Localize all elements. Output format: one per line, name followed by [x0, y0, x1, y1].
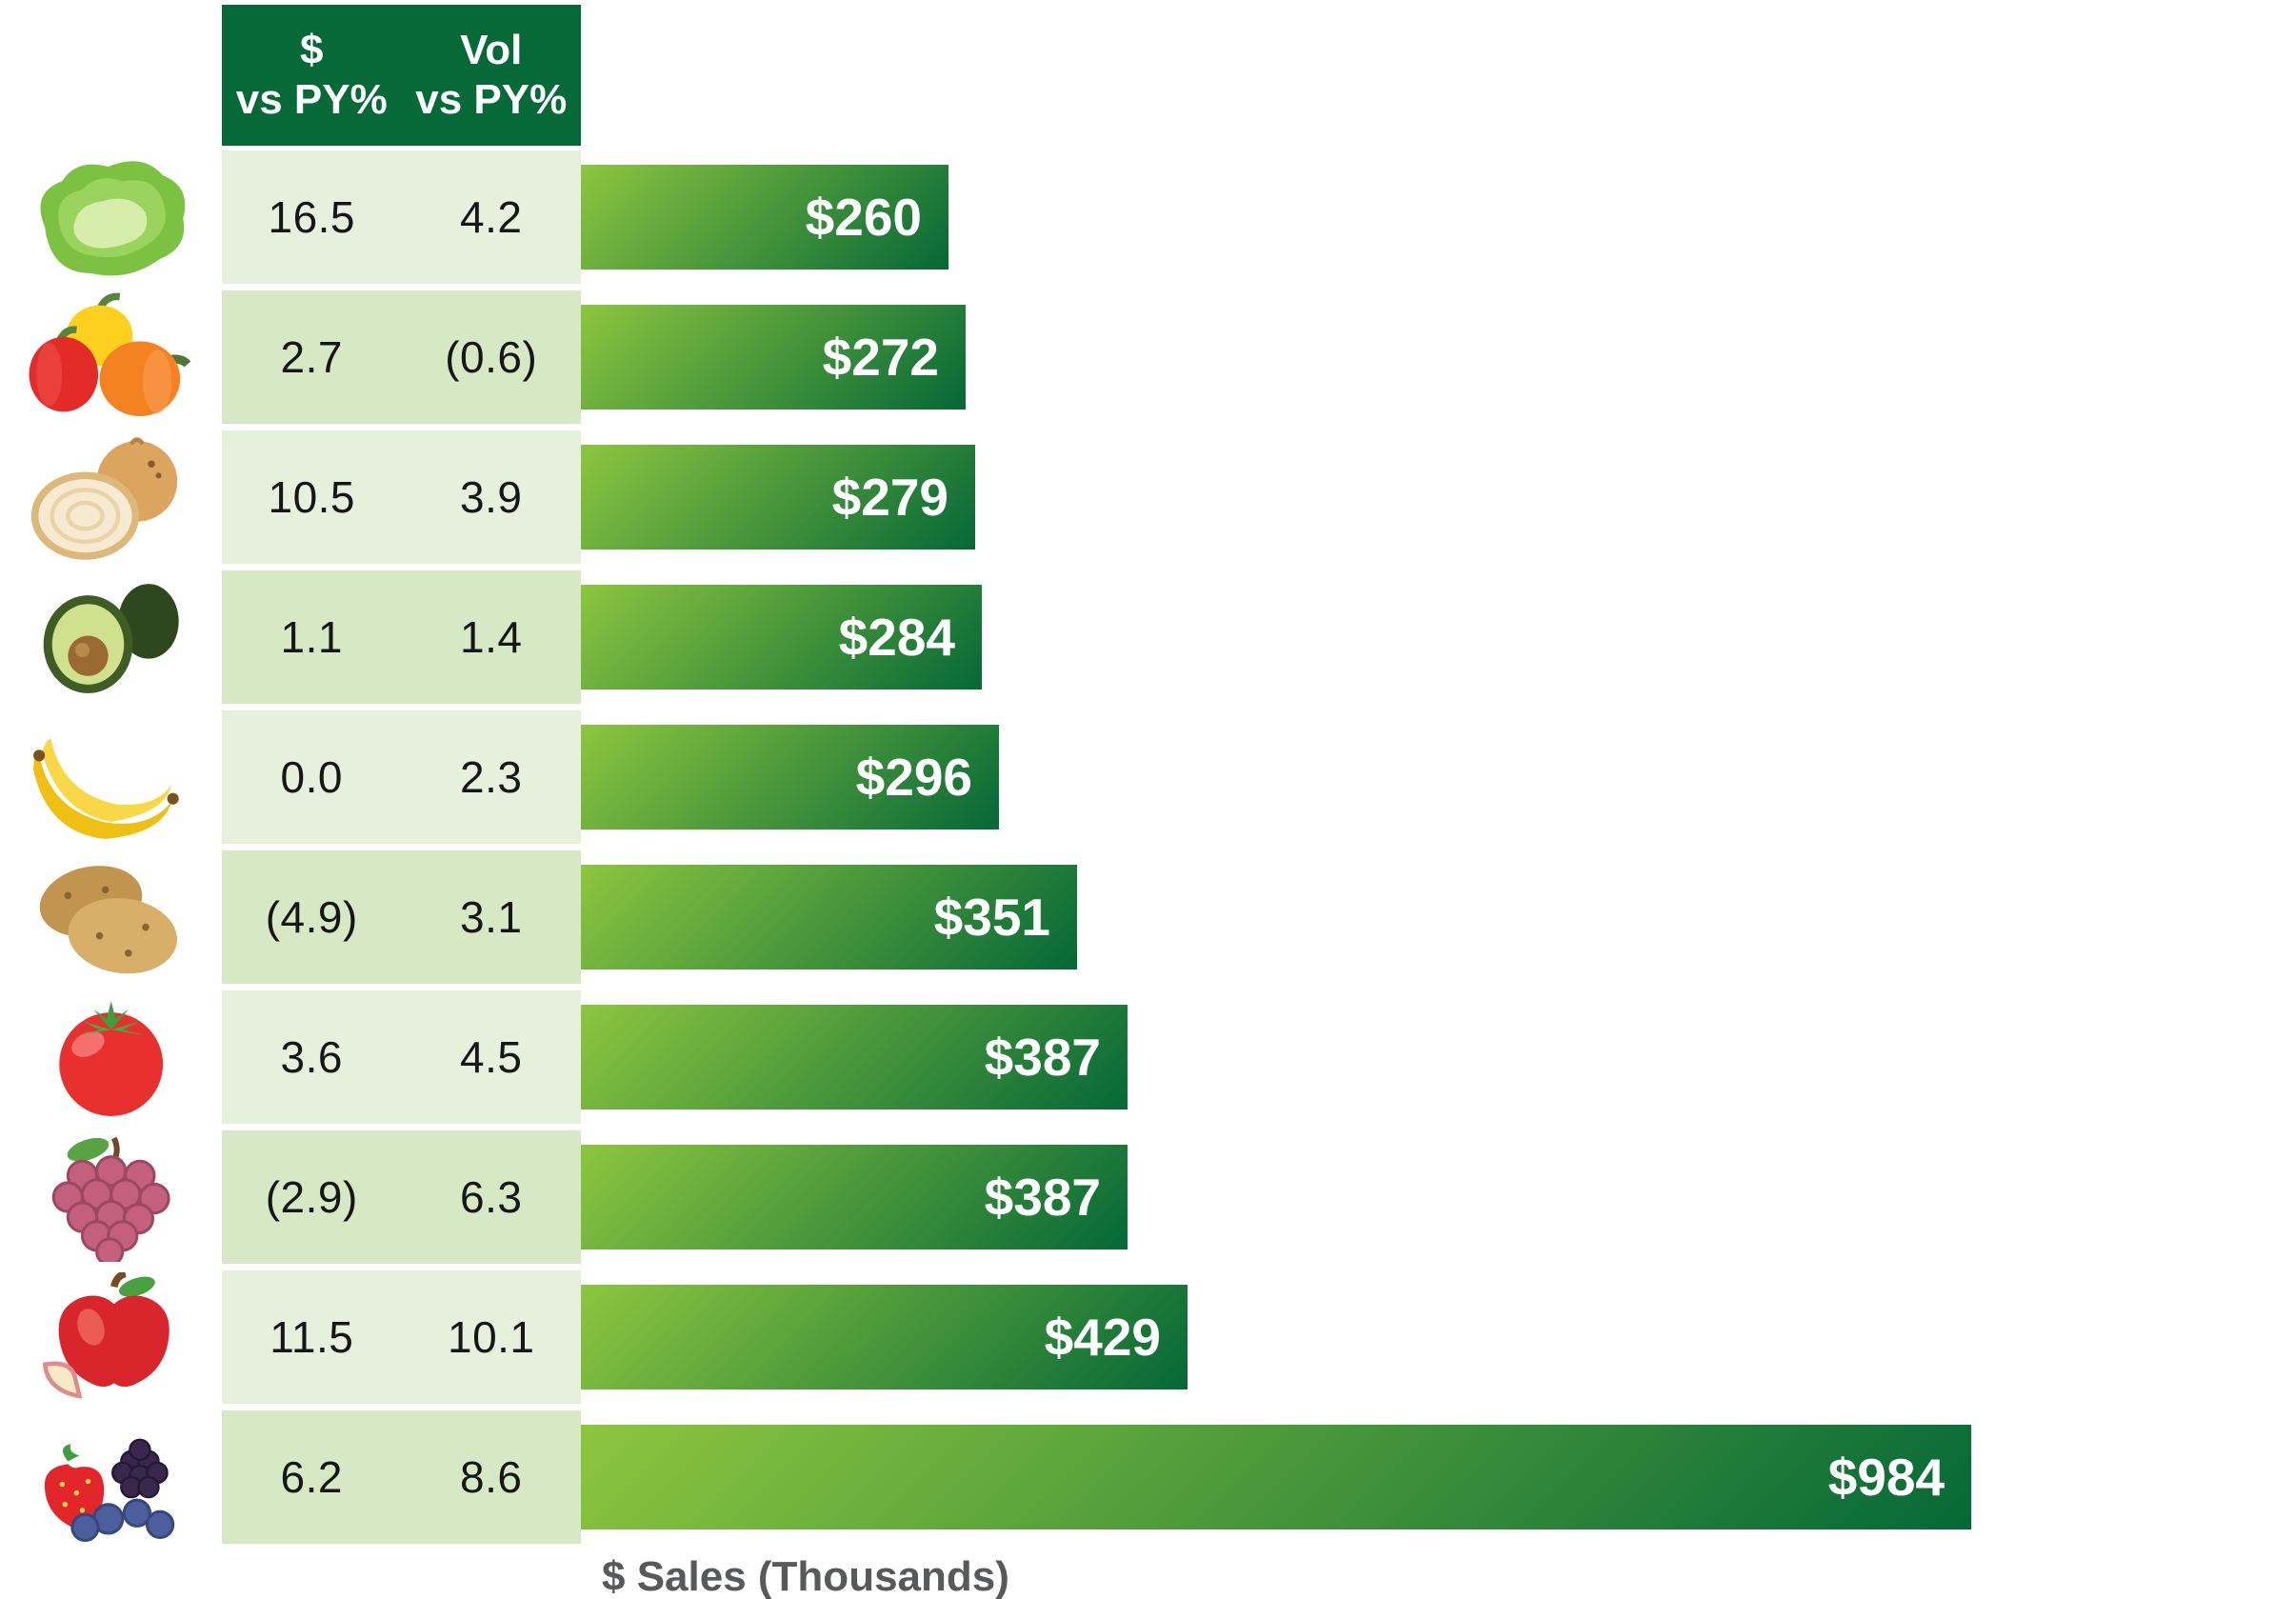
vol-vs-py-value: 3.9	[460, 472, 523, 522]
table-row: 1.1 1.4 $284	[0, 570, 2296, 704]
dollar-vs-py-value: 16.5	[268, 192, 356, 242]
dollar-vs-py-value: (2.9)	[265, 1172, 358, 1222]
dollar-vs-py-value: 1.1	[280, 612, 343, 662]
vol-vs-py-value: 10.1	[447, 1312, 535, 1362]
vol-vs-py-value: 6.3	[460, 1172, 523, 1222]
sales-bar-label: $429	[1044, 1308, 1161, 1367]
table-header: $ vs PY% Vol vs PY%	[222, 5, 2296, 146]
sales-bar-label: $260	[805, 188, 922, 247]
sales-bar: $279	[581, 445, 975, 550]
dollar-vs-py-value: 6.2	[280, 1452, 343, 1502]
vol-vs-py-value: 8.6	[460, 1452, 523, 1502]
sales-bar-label: $296	[855, 748, 972, 807]
lettuce-icon	[0, 150, 222, 284]
grapes-icon	[0, 1130, 222, 1264]
sales-bar: $984	[581, 1425, 1971, 1529]
sales-bar: $387	[581, 1005, 1128, 1109]
header-vol-vs-py: Vol vs PY%	[415, 27, 568, 123]
sales-bar: $284	[581, 585, 982, 690]
table-row: 3.6 4.5 $387	[0, 990, 2296, 1124]
sales-bar: $429	[581, 1285, 1188, 1389]
sales-bar: $387	[581, 1145, 1128, 1249]
rows: 16.5 4.2 $260 2.7 (0.6) $272 10.5 3.9 $2…	[0, 150, 2296, 1544]
vol-vs-py-value: 1.4	[460, 612, 523, 662]
sales-bar-label: $284	[838, 608, 955, 667]
table-row: 6.2 8.6 $984	[0, 1410, 2296, 1544]
dollar-vs-py-value: 3.6	[280, 1032, 343, 1082]
tomato-icon	[0, 990, 222, 1124]
table-header-box: $ vs PY% Vol vs PY%	[222, 5, 581, 146]
table-row: 11.5 10.1 $429	[0, 1270, 2296, 1404]
sales-bar: $260	[581, 165, 948, 270]
vol-vs-py-value: (0.6)	[445, 332, 538, 382]
onion-icon	[0, 430, 222, 564]
vol-vs-py-value: 3.1	[460, 892, 523, 942]
vol-vs-py-value: 4.2	[460, 192, 523, 242]
sales-bar-label: $272	[822, 328, 939, 387]
table-row: 0.0 2.3 $296	[0, 710, 2296, 844]
table-row: (2.9) 6.3 $387	[0, 1130, 2296, 1264]
header-dollar-vs-py: $ vs PY%	[235, 27, 388, 123]
dollar-vs-py-value: (4.9)	[265, 892, 358, 942]
dollar-vs-py-value: 2.7	[280, 332, 343, 382]
table-row: (4.9) 3.1 $351	[0, 850, 2296, 984]
sales-bar: $351	[581, 865, 1077, 969]
bell-peppers-icon	[0, 290, 222, 424]
bananas-icon	[0, 710, 222, 844]
x-axis-label: $ Sales (Thousands)	[602, 1553, 1009, 1599]
vol-vs-py-value: 2.3	[460, 752, 523, 802]
avocado-icon	[0, 570, 222, 704]
vol-vs-py-value: 4.5	[460, 1032, 523, 1082]
table-row: 10.5 3.9 $279	[0, 430, 2296, 564]
sales-bar-label: $984	[1827, 1448, 1945, 1507]
table-row: 16.5 4.2 $260	[0, 150, 2296, 284]
berries-icon	[0, 1410, 222, 1544]
apple-icon	[0, 1270, 222, 1404]
dollar-vs-py-value: 0.0	[280, 752, 343, 802]
dollar-vs-py-value: 10.5	[268, 472, 356, 522]
table-row: 2.7 (0.6) $272	[0, 290, 2296, 424]
sales-bar-label: $387	[984, 1168, 1101, 1227]
sales-bar: $296	[581, 725, 999, 829]
sales-bar: $272	[581, 305, 966, 410]
sales-bar-label: $279	[831, 468, 948, 527]
dollar-vs-py-value: 11.5	[270, 1312, 354, 1362]
sales-bar-label: $351	[933, 888, 1050, 947]
sales-bar-label: $387	[984, 1028, 1101, 1087]
potatoes-icon	[0, 850, 222, 984]
